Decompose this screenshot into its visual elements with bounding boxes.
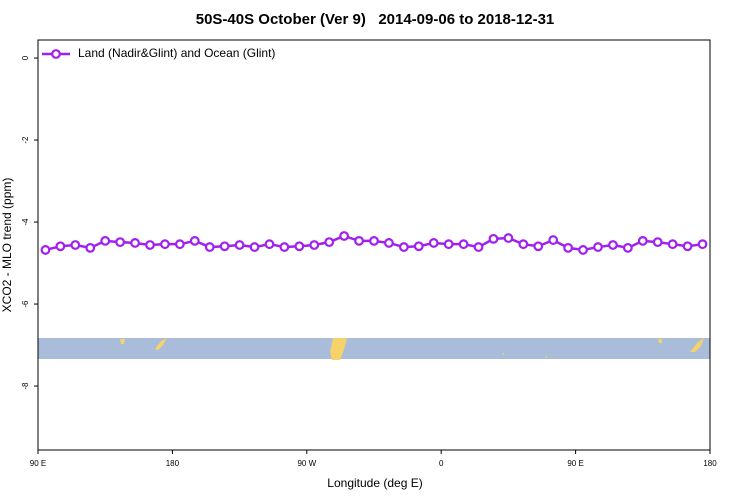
y-tick-label: -4 [21, 218, 30, 226]
data-point [219, 241, 230, 252]
x-axis-label: Longitude (deg E) [327, 476, 422, 490]
data-point [55, 241, 66, 252]
chart-title: 50S-40S October (Ver 9) 2014-09-06 to 20… [196, 11, 555, 28]
x-tick-label: 90 W [297, 459, 316, 468]
data-point [443, 239, 454, 250]
x-tick-label: 180 [703, 459, 717, 468]
data-point [294, 241, 305, 252]
data-point [682, 241, 693, 252]
data-point [369, 235, 379, 246]
data-point [174, 239, 185, 250]
data-point [458, 239, 469, 250]
legend-label: Land (Nadir&Glint) and Ocean (Glint) [78, 46, 275, 60]
data-point [234, 240, 245, 250]
x-tick-label: 180 [166, 459, 180, 468]
x-tick-label: 0 [439, 459, 444, 468]
data-point [503, 233, 514, 243]
data-point [130, 238, 140, 248]
data-point [85, 242, 96, 253]
map-band [38, 338, 710, 360]
data-point [145, 240, 155, 250]
data-point [189, 235, 200, 246]
data-point [667, 239, 678, 250]
data-point [697, 239, 708, 250]
y-tick-label: -6 [21, 300, 30, 308]
y-axis-label: XCO2 - MLO trend (ppm) [0, 178, 14, 313]
data-point [324, 237, 335, 248]
y-tick-label: -2 [21, 136, 30, 144]
data-point [488, 233, 499, 244]
data-point [70, 240, 81, 250]
data-point [398, 242, 409, 252]
data-point [40, 245, 51, 255]
data-point [578, 245, 588, 255]
data-point [533, 241, 544, 252]
data-point [637, 235, 648, 246]
plot-frame [37, 39, 711, 451]
legend-marker [51, 49, 61, 59]
data-point [622, 242, 633, 253]
data-point [249, 242, 260, 252]
data-point [428, 238, 439, 248]
data-point [593, 242, 603, 252]
data-point [563, 242, 574, 253]
data-point [608, 240, 618, 250]
data-point [309, 240, 320, 250]
data-point [473, 242, 484, 252]
data-point [413, 241, 424, 252]
data-point [279, 242, 290, 252]
data-point [384, 238, 394, 248]
x-tick-label: 90 E [30, 459, 46, 468]
data-point [160, 239, 170, 250]
data-point [339, 231, 350, 241]
data-point [518, 239, 529, 250]
data-point [264, 239, 275, 250]
y-tick-label: 0 [21, 55, 30, 60]
data-point [204, 242, 215, 252]
data-point [652, 237, 663, 248]
y-tick-label: -8 [21, 382, 30, 390]
data-point [354, 235, 364, 246]
x-tick-label: 90 E [567, 459, 583, 468]
data-point [548, 235, 559, 245]
data-point [100, 235, 111, 246]
data-point [115, 237, 126, 248]
